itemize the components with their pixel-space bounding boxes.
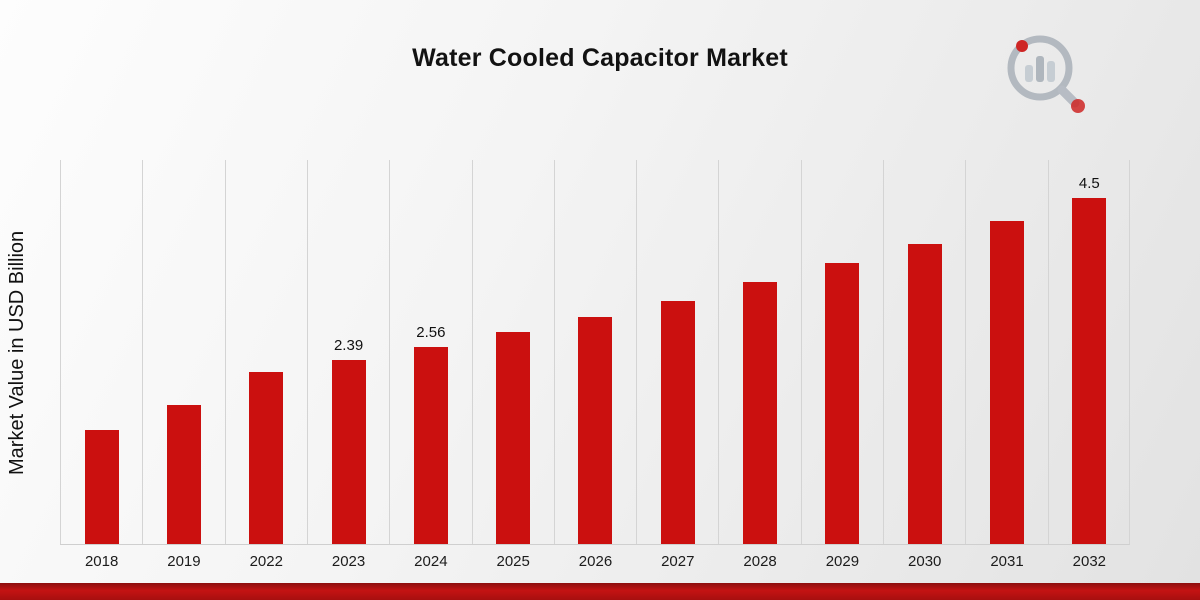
chart-column-2028: 2028 [718, 160, 800, 570]
bar-2023 [331, 359, 366, 544]
bar-2019 [166, 405, 201, 544]
x-tick-label-2018: 2018 [84, 553, 119, 570]
x-tick-label-2031: 2031 [990, 553, 1024, 570]
x-tick-label-2029: 2029 [825, 553, 860, 570]
y-axis-title: Market Value in USD Billion [6, 230, 28, 475]
chart-title: Water Cooled Capacitor Market [412, 44, 788, 72]
chart-column-2030: 2030 [883, 160, 965, 570]
chart-column-2029: 2029 [800, 160, 883, 570]
x-tick-label-2028: 2028 [743, 553, 777, 570]
brand-logo [1000, 28, 1090, 118]
bottom-ribbon [0, 583, 1200, 600]
bar-2026 [578, 316, 613, 544]
bar-2029 [825, 262, 860, 544]
bar-2025 [496, 332, 531, 544]
chart-column-2019: 2019 [142, 160, 224, 570]
bar-2028 [743, 282, 778, 544]
x-tick-label-2025: 2025 [496, 553, 530, 570]
x-tick-label-2024: 2024 [414, 553, 448, 570]
bar-2018 [84, 430, 119, 544]
chart-column-2022: 2022 [224, 160, 307, 570]
chart-column-2026: 2026 [553, 160, 636, 570]
chart-column-2018: 2018 [60, 160, 142, 570]
x-tick-label-2026: 2026 [578, 553, 613, 570]
bar-2032 [1072, 197, 1107, 544]
plot-area: 2018 2019 2022 2.39 2023 2.56 2024 2025 2026 2027… [60, 160, 1130, 570]
x-tick-label-2030: 2030 [908, 553, 942, 570]
x-tick-label-2032: 2032 [1072, 553, 1107, 570]
bar-2027 [660, 301, 695, 544]
chart-column-2032: 4.5 2032 [1047, 160, 1130, 570]
bar-2024 [413, 346, 448, 544]
chart-column-2031: 2031 [965, 160, 1047, 570]
x-tick-label-2023: 2023 [331, 553, 366, 570]
bar-value-label-2023: 2.39 [333, 336, 364, 354]
chart-column-2027: 2027 [636, 160, 718, 570]
bar-value-label-2032: 4.5 [1078, 174, 1100, 192]
x-tick-label-2019: 2019 [167, 553, 201, 570]
x-tick-label-2022: 2022 [249, 553, 283, 570]
bar-2031 [990, 220, 1025, 544]
bar-value-label-2024: 2.56 [416, 323, 446, 341]
chart-column-2023: 2.39 2023 [306, 160, 389, 570]
chart-column-2025: 2025 [471, 160, 554, 570]
bar-2030 [907, 243, 942, 544]
x-tick-label-2027: 2027 [661, 553, 695, 570]
bar-2022 [249, 372, 284, 544]
magnifier-bar-chart-icon [1007, 35, 1085, 113]
chart-column-2024: 2.56 2024 [389, 160, 471, 570]
